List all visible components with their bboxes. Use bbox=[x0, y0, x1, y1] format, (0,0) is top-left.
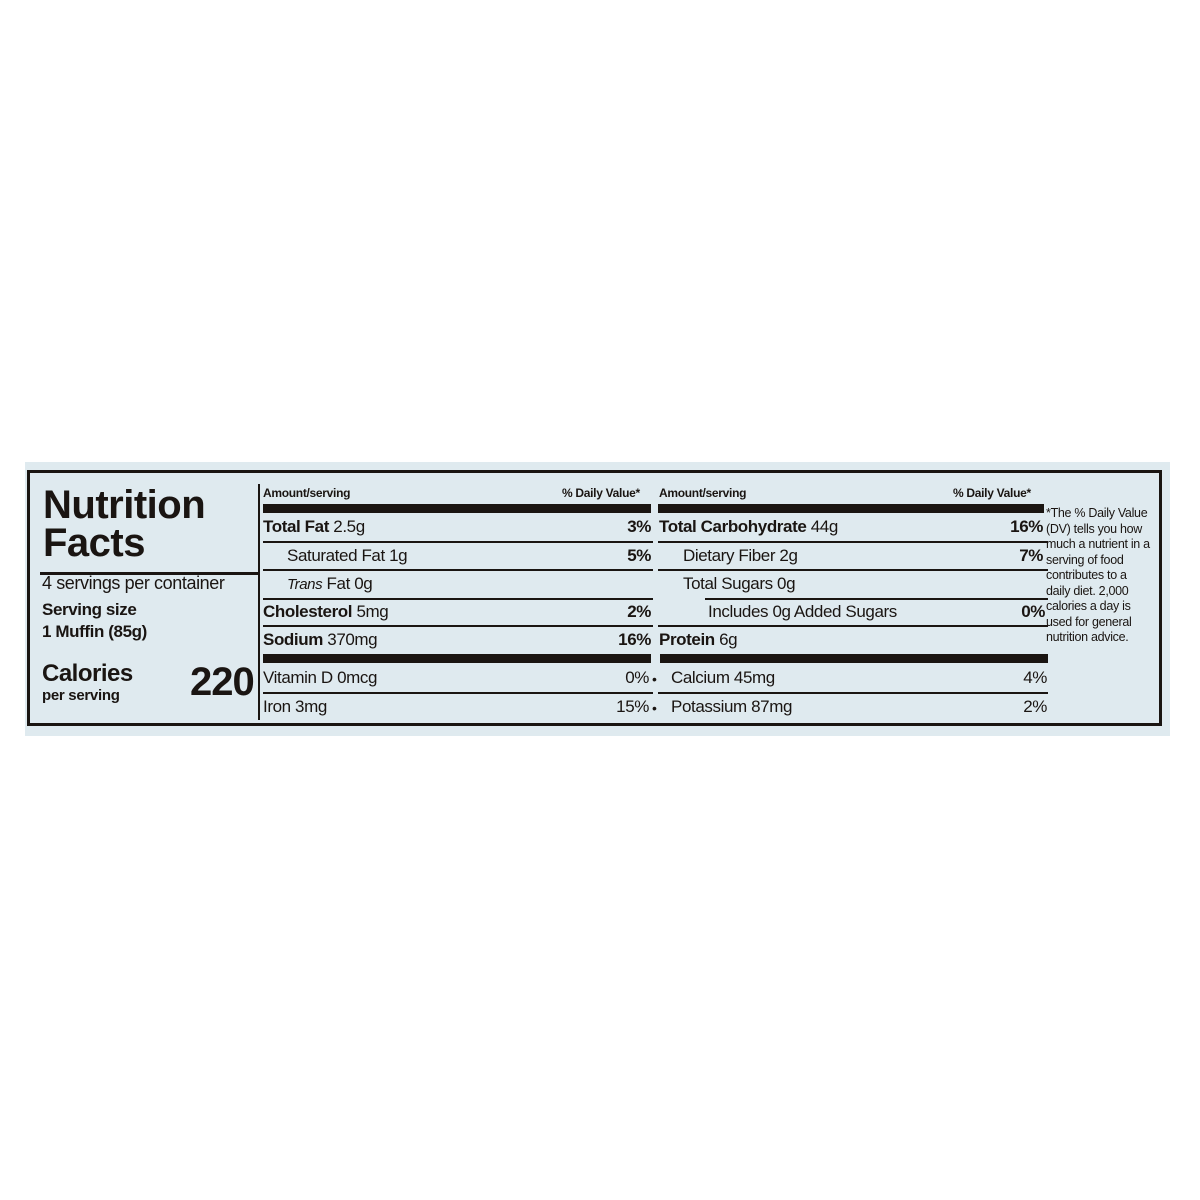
nutrition-facts-label: Nutrition Facts 4 servings per container… bbox=[25, 462, 1170, 736]
serving-size-value: 1 Muffin (85g) bbox=[42, 622, 147, 641]
row-iron: Iron 3mg 15% bbox=[263, 697, 649, 716]
row-cholesterol: Cholesterol 5mg 2% bbox=[263, 602, 651, 621]
daily-value-footnote: *The % Daily Value (DV) tells you how mu… bbox=[1046, 506, 1150, 644]
calories-per-serving: per serving bbox=[42, 687, 120, 704]
divider bbox=[658, 569, 1048, 571]
divider bbox=[263, 598, 653, 600]
row-calcium: Calcium 45mg 4% bbox=[671, 668, 1047, 687]
serving-size-label: Serving size bbox=[42, 600, 137, 619]
label-border bbox=[27, 470, 1162, 726]
row-protein: Protein 6g bbox=[659, 630, 738, 649]
amount-header-right: Amount/serving bbox=[659, 486, 747, 500]
divider bbox=[658, 541, 1048, 543]
row-added-sugars: Includes 0g Added Sugars 0% bbox=[708, 602, 1045, 621]
row-total-sugars: Total Sugars 0g bbox=[683, 574, 796, 593]
bullet: • bbox=[652, 700, 657, 716]
row-dietary-fiber: Dietary Fiber 2g 7% bbox=[683, 546, 1043, 565]
divider bbox=[705, 598, 1048, 600]
divider bbox=[263, 625, 653, 627]
dv-header-left: % Daily Value* bbox=[562, 486, 640, 500]
row-saturated-fat: Saturated Fat 1g 5% bbox=[287, 546, 651, 565]
row-sodium: Sodium 370mg 16% bbox=[263, 630, 651, 649]
divider bbox=[263, 692, 653, 694]
amount-header-left: Amount/serving bbox=[263, 486, 351, 500]
row-vitamin-d: Vitamin D 0mcg 0% bbox=[263, 668, 649, 687]
divider bbox=[263, 541, 653, 543]
title-divider bbox=[40, 572, 260, 575]
thick-bar bbox=[263, 504, 651, 513]
row-potassium: Potassium 87mg 2% bbox=[671, 697, 1047, 716]
divider bbox=[263, 569, 653, 571]
column-divider bbox=[258, 484, 260, 720]
row-trans-fat: Trans Fat 0g bbox=[287, 574, 373, 593]
thick-bar bbox=[263, 654, 651, 663]
thick-bar bbox=[660, 654, 1048, 663]
divider bbox=[658, 692, 1048, 694]
thick-bar bbox=[658, 504, 1044, 513]
calories-value: 220 bbox=[190, 660, 255, 704]
row-total-carbohydrate: Total Carbohydrate 44g 16% bbox=[659, 517, 1043, 536]
bullet: • bbox=[652, 671, 657, 687]
dv-header-right: % Daily Value* bbox=[953, 486, 1031, 500]
title-nutrition: Nutrition bbox=[43, 483, 206, 527]
calories-label: Calories bbox=[42, 660, 133, 687]
title-facts: Facts bbox=[43, 521, 146, 565]
servings-per-container: 4 servings per container bbox=[42, 573, 225, 593]
row-total-fat: Total Fat 2.5g 3% bbox=[263, 517, 651, 536]
divider bbox=[658, 625, 1048, 627]
